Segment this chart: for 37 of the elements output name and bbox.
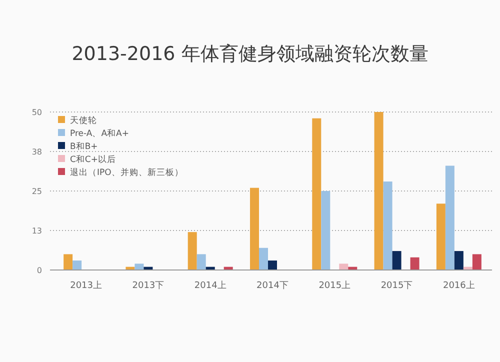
y-tick-label: 25 [32, 187, 42, 196]
bar [436, 204, 446, 270]
x-tick-label: 2013上 [70, 280, 102, 291]
x-tick-label: 2015上 [318, 280, 351, 291]
bar [374, 112, 384, 270]
legend-label: 退出（IPO、并购、新三板） [70, 167, 184, 178]
y-tick-label: 38 [32, 148, 42, 156]
bar [64, 254, 73, 270]
bar [250, 188, 259, 270]
bar [472, 254, 482, 270]
legend-label: Pre-A、A和A+ [70, 128, 129, 139]
y-tick-label: 0 [36, 266, 42, 275]
legend-label: C和C+以后 [70, 154, 116, 165]
bar [188, 232, 197, 270]
bar [410, 257, 420, 270]
bar [321, 191, 330, 270]
y-tick-label: 13 [32, 226, 42, 236]
bar [454, 251, 464, 270]
bar [339, 264, 348, 270]
bar [72, 260, 82, 270]
bar [196, 254, 206, 270]
bar [383, 182, 392, 270]
legend-label: B和B+ [70, 141, 98, 152]
bar [392, 251, 402, 270]
x-tick-label: 2015下 [380, 281, 413, 291]
legend-label: 天使轮 [70, 115, 97, 126]
x-tick-label: 2014下 [256, 281, 288, 291]
bar [312, 118, 322, 270]
bar [445, 166, 454, 270]
y-tick-label: 50 [32, 108, 42, 117]
bar [268, 260, 277, 270]
bar [134, 264, 144, 270]
x-tick-label: 2013下 [132, 281, 164, 291]
x-tick-label: 2014上 [194, 280, 226, 291]
chart-title: 2013-2016 年体育健身领域融资轮次数量 [72, 43, 428, 65]
bar [259, 248, 268, 270]
x-tick-label: 2016上 [442, 280, 475, 291]
